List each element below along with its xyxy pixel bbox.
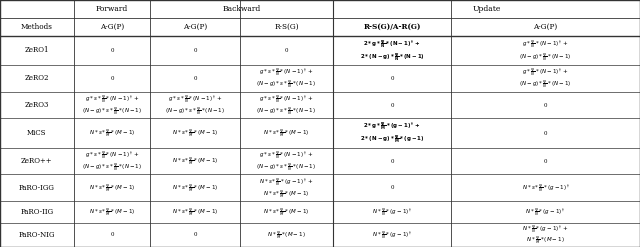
Text: $g * \frac{\Psi}{N} * (N-1)^\dagger+$: $g * \frac{\Psi}{N} * (N-1)^\dagger+$ (522, 66, 569, 78)
Text: $g * s * \frac{\Psi}{N} * (N-1)^\dagger+$: $g * s * \frac{\Psi}{N} * (N-1)^\dagger+… (259, 149, 314, 161)
Text: ZeRO3: ZeRO3 (24, 101, 49, 109)
Text: $g * s * \frac{\Psi}{N} * (N-1)^\dagger+$: $g * s * \frac{\Psi}{N} * (N-1)^\dagger+… (85, 149, 139, 161)
Text: 0: 0 (193, 76, 197, 81)
Text: $N * s * \frac{\Psi}{M} * (M-1)$: $N * s * \frac{\Psi}{M} * (M-1)$ (263, 188, 310, 200)
Text: $N * s * \frac{\Psi}{M} * (M-1)$: $N * s * \frac{\Psi}{M} * (M-1)$ (172, 206, 218, 218)
Text: 0: 0 (110, 232, 114, 237)
Text: $\mathbf{2 * g * \frac{\Psi}{M} * (g-1)^\dagger+}$: $\mathbf{2 * g * \frac{\Psi}{M} * (g-1)^… (363, 121, 421, 132)
Text: Methods: Methods (21, 23, 52, 31)
Text: $N * \frac{\Psi}{M} * (M-1)$: $N * \frac{\Psi}{M} * (M-1)$ (267, 229, 306, 241)
Text: PaRO-IIG: PaRO-IIG (20, 208, 53, 216)
Text: 0: 0 (390, 76, 394, 81)
Text: MiCS: MiCS (27, 129, 47, 137)
Text: $(N-g) * s * \frac{\Psi}{N} * (N-1)$: $(N-g) * s * \frac{\Psi}{N} * (N-1)$ (257, 161, 316, 173)
Text: $g * \frac{\Psi}{N} * (N-1)^\dagger+$: $g * \frac{\Psi}{N} * (N-1)^\dagger+$ (522, 38, 569, 50)
Text: $g * s * \frac{\Psi}{N} * (N-1)^\dagger+$: $g * s * \frac{\Psi}{N} * (N-1)^\dagger+… (85, 93, 139, 105)
Text: $N * \frac{\Psi}{N} * (g-1)^\dagger$: $N * \frac{\Psi}{N} * (g-1)^\dagger$ (372, 206, 412, 218)
Text: 0: 0 (390, 103, 394, 107)
Text: $N * s * \frac{\Psi}{M} * (M-1)$: $N * s * \frac{\Psi}{M} * (M-1)$ (172, 155, 218, 167)
Text: $\mathbf{2 * g * \frac{\Psi}{N} * (N-1)^\dagger+}$: $\mathbf{2 * g * \frac{\Psi}{N} * (N-1)^… (363, 38, 421, 50)
Text: R-S(G)/A-R(G): R-S(G)/A-R(G) (364, 23, 420, 31)
Text: $N * s * \frac{\Psi}{M} * (M-1)$: $N * s * \frac{\Psi}{M} * (M-1)$ (263, 127, 310, 139)
Text: ZeRO++: ZeRO++ (21, 157, 52, 165)
Text: $N * s * \frac{\Psi}{N} * (g-1)^\dagger$: $N * s * \frac{\Psi}{N} * (g-1)^\dagger$ (522, 182, 570, 194)
Text: A-G(P): A-G(P) (534, 23, 557, 31)
Text: PaRO-NIG: PaRO-NIG (19, 231, 55, 239)
Text: 0: 0 (544, 159, 547, 164)
Text: $N * \frac{\Psi}{M} * (M-1)$: $N * \frac{\Psi}{M} * (M-1)$ (526, 234, 565, 246)
Text: Backward: Backward (223, 5, 260, 13)
Text: 0: 0 (110, 76, 114, 81)
Text: 0: 0 (390, 159, 394, 164)
Text: 0: 0 (193, 48, 197, 53)
Text: R-S(G): R-S(G) (274, 23, 299, 31)
Text: 0: 0 (110, 48, 114, 53)
Text: ZeRO1: ZeRO1 (24, 46, 49, 54)
Text: $N * s * \frac{\Psi}{N} * (g-1)^\dagger+$: $N * s * \frac{\Psi}{N} * (g-1)^\dagger+… (259, 176, 314, 188)
Text: $(N-g) * s * \frac{\Psi}{N} * (N-1)$: $(N-g) * s * \frac{\Psi}{N} * (N-1)$ (82, 105, 142, 117)
Text: $(N-g) * s * \frac{\Psi}{N} * (N-1)$: $(N-g) * s * \frac{\Psi}{N} * (N-1)$ (257, 78, 316, 90)
Text: ZeRO2: ZeRO2 (24, 74, 49, 82)
Text: $N * s * \frac{\Psi}{M} * (M-1)$: $N * s * \frac{\Psi}{M} * (M-1)$ (172, 182, 218, 194)
Text: $g * s * \frac{\Psi}{N} * (N-1)^\dagger+$: $g * s * \frac{\Psi}{N} * (N-1)^\dagger+… (168, 93, 222, 105)
Text: $N * s * \frac{\Psi}{M} * (M-1)$: $N * s * \frac{\Psi}{M} * (M-1)$ (89, 182, 135, 194)
Text: 0: 0 (544, 103, 547, 107)
Text: A-G(P): A-G(P) (100, 23, 124, 31)
Text: $N * s * \frac{\Psi}{M} * (M-1)$: $N * s * \frac{\Psi}{M} * (M-1)$ (172, 127, 218, 139)
Text: $N * s * \frac{\Psi}{M} * (M-1)$: $N * s * \frac{\Psi}{M} * (M-1)$ (263, 206, 310, 218)
Text: $N * s * \frac{\Psi}{M} * (M-1)$: $N * s * \frac{\Psi}{M} * (M-1)$ (89, 206, 135, 218)
Text: 0: 0 (544, 131, 547, 136)
Text: A-G(P): A-G(P) (183, 23, 207, 31)
Text: $g * s * \frac{\Psi}{N} * (N-1)^\dagger+$: $g * s * \frac{\Psi}{N} * (N-1)^\dagger+… (259, 93, 314, 105)
Text: $N * \frac{\Psi}{N} * (g-1)^\dagger$: $N * \frac{\Psi}{N} * (g-1)^\dagger$ (525, 206, 566, 218)
Text: $\mathbf{2 * (N-g) * \frac{\Psi}{N} * (N-1)}$: $\mathbf{2 * (N-g) * \frac{\Psi}{N} * (N… (360, 51, 424, 62)
Text: $N * \frac{\Psi}{N} * (g-1)^\dagger+$: $N * \frac{\Psi}{N} * (g-1)^\dagger+$ (522, 224, 569, 235)
Text: 0: 0 (390, 185, 394, 190)
Text: $(N-g) * \frac{\Psi}{N} * (N-1)$: $(N-g) * \frac{\Psi}{N} * (N-1)$ (520, 78, 572, 90)
Text: PaRO-IGG: PaRO-IGG (19, 184, 55, 192)
Text: $(N-g) * \frac{\Psi}{N} * (N-1)$: $(N-g) * \frac{\Psi}{N} * (N-1)$ (520, 51, 572, 62)
Text: $N * s * \frac{\Psi}{M} * (M-1)$: $N * s * \frac{\Psi}{M} * (M-1)$ (89, 127, 135, 139)
Text: 0: 0 (285, 48, 288, 53)
Text: $\mathbf{2 * (N-g) * \frac{\Psi}{M} * (g-1)}$: $\mathbf{2 * (N-g) * \frac{\Psi}{M} * (g… (360, 134, 424, 145)
Text: 0: 0 (193, 232, 197, 237)
Text: Forward: Forward (96, 5, 128, 13)
Text: $(N-g) * s * \frac{\Psi}{N} * (N-1)$: $(N-g) * s * \frac{\Psi}{N} * (N-1)$ (165, 105, 225, 117)
Text: $(N-g) * s * \frac{\Psi}{N} * (N-1)$: $(N-g) * s * \frac{\Psi}{N} * (N-1)$ (257, 105, 316, 117)
Text: $N * \frac{\Psi}{N} * (g-1)^\dagger$: $N * \frac{\Psi}{N} * (g-1)^\dagger$ (372, 229, 412, 241)
Text: $g * s * \frac{\Psi}{N} * (N-1)^\dagger+$: $g * s * \frac{\Psi}{N} * (N-1)^\dagger+… (259, 66, 314, 78)
Text: $(N-g) * s * \frac{\Psi}{N} * (N-1)$: $(N-g) * s * \frac{\Psi}{N} * (N-1)$ (82, 161, 142, 173)
Text: Update: Update (472, 5, 500, 13)
